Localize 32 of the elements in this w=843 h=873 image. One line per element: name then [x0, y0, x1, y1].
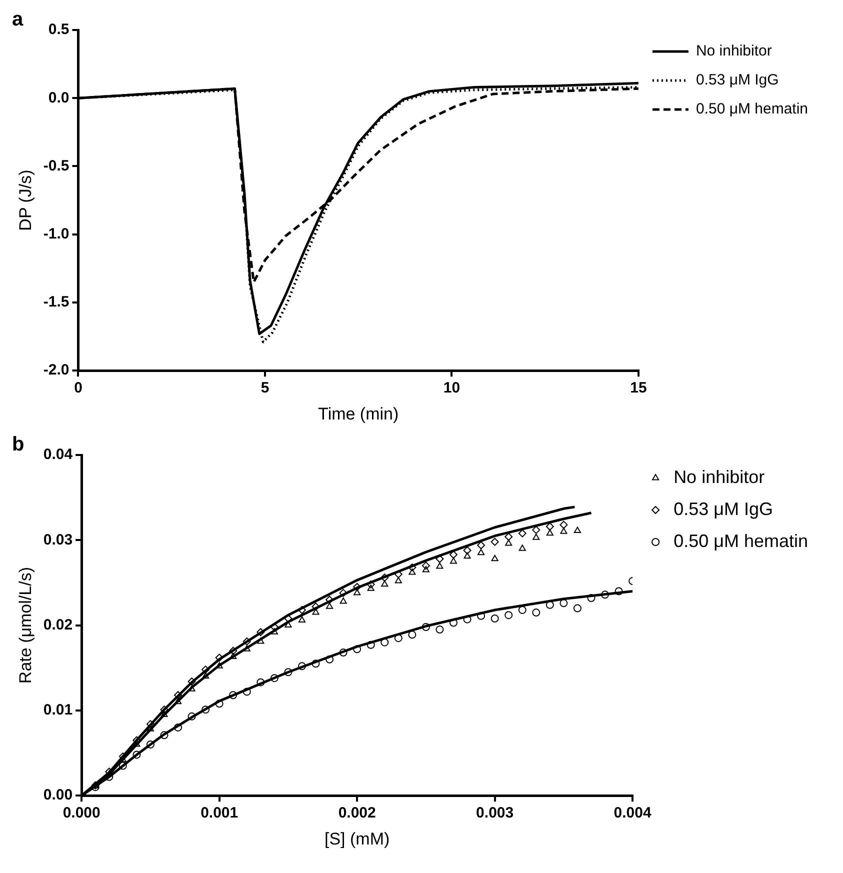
- x-tick-label: 0.002: [338, 804, 376, 822]
- y-tick-label: 0.0: [48, 89, 70, 106]
- y-tick-label: 0.01: [43, 702, 73, 719]
- x-tick-label: 0.004: [614, 804, 652, 822]
- x-tick-label: 0.003: [476, 804, 514, 822]
- legend-label: No inhibitor: [674, 466, 765, 487]
- y-tick-label: 0.04: [43, 446, 74, 464]
- legend-label: 0.53 μM IgG: [674, 498, 773, 519]
- y-tick-label: -1.5: [43, 294, 70, 311]
- chart-title: b: [12, 434, 24, 456]
- y-tick-label: -1.0: [43, 226, 70, 242]
- x-tick-label: 5: [260, 380, 270, 397]
- y-tick-label: -0.5: [43, 157, 70, 174]
- chart-title: a: [12, 8, 24, 31]
- y-tick-label: 0.00: [43, 786, 73, 804]
- legend-label: 0.50 μM hematin: [696, 100, 808, 118]
- x-axis-title: [S] (mM): [324, 829, 390, 848]
- y-axis-title: DP (J/s): [16, 170, 35, 231]
- x-tick-label: 0.001: [200, 804, 238, 822]
- y-tick-label: -2.0: [43, 362, 70, 379]
- legend-label: No inhibitor: [696, 42, 772, 60]
- y-tick-label: 0.03: [43, 531, 73, 548]
- x-tick-label: 0: [74, 380, 82, 397]
- x-tick-label: 10: [443, 380, 460, 397]
- x-tick-label: 0.000: [62, 804, 100, 822]
- legend-label: 0.53 μM IgG: [696, 72, 779, 89]
- x-axis-title: Time (min): [318, 404, 399, 424]
- y-tick-label: 0.5: [48, 21, 70, 38]
- x-tick-label: 15: [630, 380, 647, 397]
- y-axis-title: Rate (μmol/L/s): [16, 567, 35, 684]
- legend-label: 0.50 μM hematin: [674, 530, 808, 551]
- y-tick-label: 0.02: [43, 616, 73, 634]
